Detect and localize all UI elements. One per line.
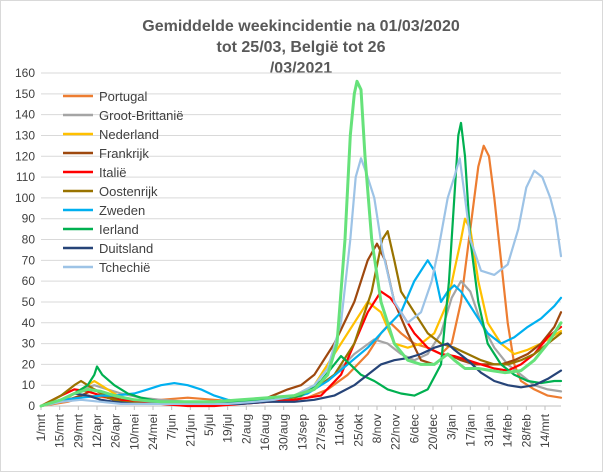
y-tick-label: 130 xyxy=(15,128,35,142)
x-tick-label: 15/mrt xyxy=(53,413,67,448)
x-tick-label: 14/mrt xyxy=(538,413,552,448)
y-tick-label: 140 xyxy=(15,108,35,122)
y-tick-label: 50 xyxy=(22,295,36,309)
y-tick-label: 90 xyxy=(22,212,36,226)
x-tick-label: 10/mei xyxy=(127,414,141,450)
series-line-oostenrijk xyxy=(39,230,563,408)
y-tick-label: 0 xyxy=(28,399,35,413)
series-line-unlabelled xyxy=(39,79,563,408)
y-tick-label: 110 xyxy=(16,170,35,184)
chart-title-line: Gemiddelde weekincidentie na 01/03/2020 xyxy=(142,18,460,35)
y-tick-label: 70 xyxy=(22,253,36,267)
legend-label: Oostenrijk xyxy=(99,184,158,199)
y-tick-label: 100 xyxy=(15,191,35,205)
y-axis-ticks: 0 10 20 30 40 50 60 70 80 90 100 110 120 130 140 150 160 xyxy=(15,66,35,413)
x-tick-label: 13/sep xyxy=(295,414,309,450)
x-tick-label: 31/jan xyxy=(482,414,496,447)
legend-label: Frankrijk xyxy=(99,146,149,161)
chart-title-line: tot 25/03, België tot 26 xyxy=(217,39,386,56)
y-tick-label: 30 xyxy=(22,337,36,351)
x-tick-label: 19/jul xyxy=(221,414,235,443)
x-tick-label: 22/nov xyxy=(389,414,403,450)
x-tick-label: 24/mei xyxy=(146,414,160,450)
y-tick-label: 10 xyxy=(22,378,36,392)
x-axis-ticks: 1/mrt 15/mrt 29/mrt 12/apr 26/apr 10/mei 24/me… xyxy=(34,406,552,451)
legend-label: Zweden xyxy=(99,203,145,218)
legend-label: Nederland xyxy=(99,127,159,142)
x-tick-label: 26/apr xyxy=(109,414,123,448)
legend: Portugal Groot-Brittanië Nederland Frankrij… xyxy=(63,89,184,275)
x-tick-label: 7/jun xyxy=(165,414,179,440)
y-tick-label: 60 xyxy=(22,274,36,288)
y-tick-label: 20 xyxy=(22,357,36,371)
x-tick-label: 8/nov xyxy=(370,414,384,443)
legend-label: Groot-Brittanië xyxy=(99,108,184,123)
x-tick-label: 14/feb xyxy=(501,414,515,448)
x-tick-label: 29/mrt xyxy=(71,413,85,448)
x-tick-label: 3/jan xyxy=(445,414,459,440)
series-line-portugal xyxy=(39,144,563,408)
x-tick-label: 5/jul xyxy=(202,414,216,436)
x-tick-label: 21/jun xyxy=(183,414,197,447)
x-tick-label: 1/mrt xyxy=(34,413,48,441)
chart-title: Gemiddelde weekincidentie na 01/03/2020 t… xyxy=(142,18,460,77)
x-tick-label: 25/okt xyxy=(351,413,365,446)
x-tick-label: 11/okt xyxy=(333,413,347,445)
x-tick-label: 17/jan xyxy=(463,414,477,447)
series-line-tchechie xyxy=(39,157,563,408)
series-line-zweden xyxy=(39,259,563,408)
x-tick-label: 2/aug xyxy=(239,414,253,444)
legend-label: Italië xyxy=(99,165,126,180)
legend-label: Portugal xyxy=(99,89,148,104)
x-tick-label: 12/apr xyxy=(90,414,104,448)
series-line-ierland xyxy=(39,121,563,408)
series-lines xyxy=(39,79,563,408)
gridlines xyxy=(41,72,561,407)
y-tick-label: 150 xyxy=(15,87,35,101)
x-tick-label: 6/dec xyxy=(407,414,421,443)
series-line-duitsland xyxy=(39,342,563,408)
legend-label: Ierland xyxy=(99,222,139,237)
y-tick-label: 40 xyxy=(22,316,36,330)
y-tick-label: 160 xyxy=(15,66,35,80)
legend-label: Tchechië xyxy=(99,260,150,275)
x-tick-label: 30/aug xyxy=(277,414,291,451)
x-tick-label: 20/dec xyxy=(426,414,440,450)
chart-title-line: /03/2021 xyxy=(270,60,332,77)
legend-label: Duitsland xyxy=(99,241,153,256)
x-tick-label: 16/aug xyxy=(258,414,272,451)
y-tick-label: 120 xyxy=(15,149,35,163)
y-tick-label: 80 xyxy=(22,233,36,247)
x-tick-label: 28/feb xyxy=(519,414,533,448)
x-tick-label: 27/sep xyxy=(314,414,328,450)
